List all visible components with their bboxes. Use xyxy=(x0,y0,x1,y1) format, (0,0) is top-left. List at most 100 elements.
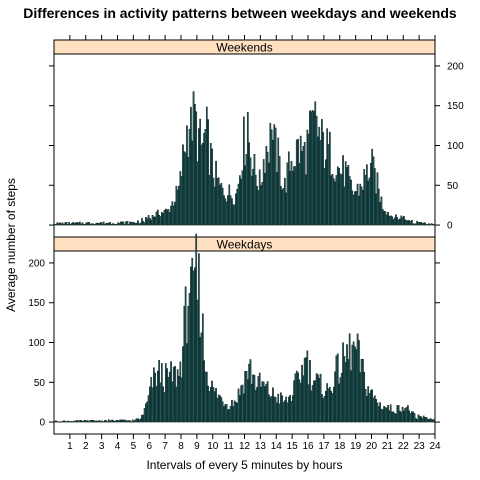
bar xyxy=(331,174,334,226)
bar xyxy=(414,223,417,226)
bar xyxy=(269,397,272,423)
strip-label-weekends: Weekends xyxy=(216,41,272,55)
bar xyxy=(425,417,428,423)
bar xyxy=(313,111,315,226)
bar xyxy=(302,146,305,226)
bar xyxy=(376,402,379,423)
bar xyxy=(284,400,286,423)
bar xyxy=(411,411,413,423)
x-tick-label: 11 xyxy=(223,441,234,452)
bar xyxy=(57,223,60,226)
bar xyxy=(77,420,80,423)
bar xyxy=(401,217,404,226)
bar xyxy=(175,185,178,226)
bar xyxy=(105,420,108,423)
bar xyxy=(235,193,237,226)
bar xyxy=(360,359,363,423)
bar xyxy=(217,177,220,226)
bar xyxy=(367,386,370,423)
bar xyxy=(249,157,252,226)
bar xyxy=(303,357,306,423)
bar xyxy=(253,375,256,423)
bar xyxy=(134,222,137,226)
bar xyxy=(328,387,331,423)
bar xyxy=(351,344,354,423)
bar xyxy=(183,305,186,423)
bar xyxy=(215,388,217,423)
bar xyxy=(153,216,155,226)
bar xyxy=(227,409,229,423)
x-tick-label: 5 xyxy=(131,441,137,452)
bar xyxy=(282,188,285,226)
bar xyxy=(237,388,240,423)
strip-label-weekdays: Weekdays xyxy=(217,238,273,252)
bar xyxy=(126,420,129,423)
bar xyxy=(297,138,299,226)
bar xyxy=(261,182,264,226)
bar xyxy=(262,381,265,423)
bar xyxy=(116,224,118,226)
bar xyxy=(273,396,276,423)
bar xyxy=(236,403,239,423)
bar xyxy=(260,386,262,423)
bar xyxy=(122,221,125,226)
bar xyxy=(236,189,239,226)
bar xyxy=(252,374,254,423)
bar xyxy=(68,421,71,423)
bar xyxy=(342,342,344,423)
bar xyxy=(150,377,153,423)
bar xyxy=(273,124,276,226)
y-ticks-weekdays: 0 50 100 150 200 xyxy=(28,258,440,429)
bar xyxy=(299,383,302,423)
bar xyxy=(151,387,154,423)
bar xyxy=(348,176,351,226)
bar xyxy=(310,111,313,226)
bar xyxy=(315,115,318,226)
bar xyxy=(380,408,383,423)
bar xyxy=(217,394,220,423)
bar xyxy=(61,420,64,423)
bar xyxy=(301,151,303,226)
bar xyxy=(196,161,199,226)
bar xyxy=(163,209,166,226)
x-axis-title: Intervals of every 5 minutes by hours xyxy=(146,458,342,472)
bar xyxy=(203,133,205,226)
bar xyxy=(379,402,381,423)
x-ticks: 1 2 3 4 5 6 7 8 9 10 11 12 13 14 15 16 17 18 19 20 21 22 23 24 xyxy=(67,35,441,452)
bar xyxy=(57,421,60,423)
bar xyxy=(93,224,96,226)
bar xyxy=(123,419,126,423)
bar xyxy=(55,224,57,226)
bar xyxy=(385,407,388,423)
bar xyxy=(323,396,326,423)
bar xyxy=(192,270,195,423)
bar xyxy=(425,224,428,226)
bar xyxy=(100,222,102,226)
bar xyxy=(198,128,200,226)
bar xyxy=(278,156,281,226)
bar xyxy=(282,401,285,423)
bar xyxy=(276,172,278,226)
bar xyxy=(305,174,307,226)
bar xyxy=(195,233,198,423)
bar xyxy=(295,370,298,423)
bar xyxy=(364,388,367,423)
bar xyxy=(306,129,309,226)
bar xyxy=(250,175,253,226)
bar xyxy=(121,419,123,423)
bar xyxy=(392,411,395,423)
bar xyxy=(131,419,134,423)
bar xyxy=(209,143,212,226)
bar xyxy=(65,421,68,423)
bar xyxy=(260,185,262,226)
bar xyxy=(248,142,250,226)
bar xyxy=(121,221,123,226)
bar xyxy=(137,220,139,226)
bar xyxy=(429,224,432,226)
bar xyxy=(233,204,236,226)
bar xyxy=(407,405,409,423)
bar xyxy=(272,139,274,226)
bar xyxy=(392,219,395,226)
bar xyxy=(201,313,204,423)
bar xyxy=(343,186,346,226)
